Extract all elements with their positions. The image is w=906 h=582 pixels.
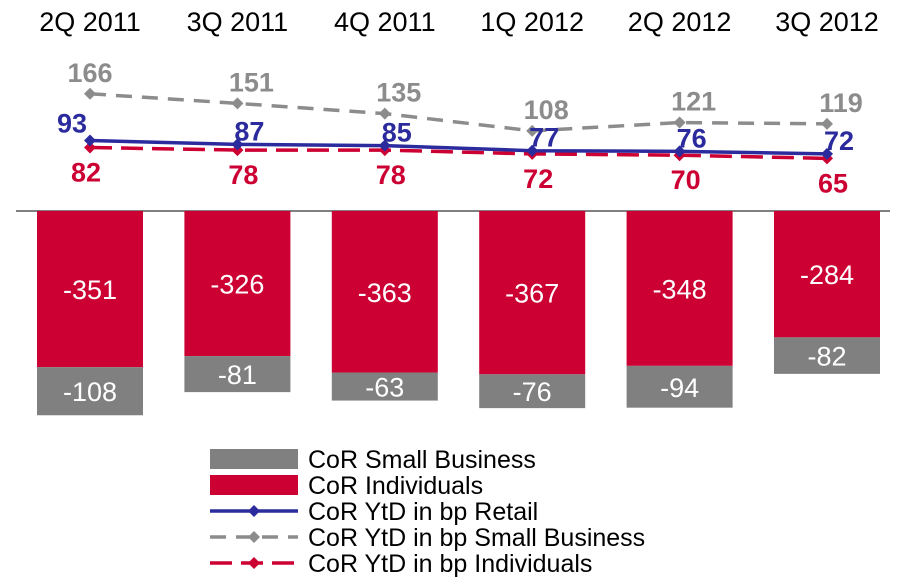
bar-individuals (626, 211, 733, 366)
line-label-individuals: 78 (228, 160, 258, 190)
point-small-business (821, 117, 833, 130)
legend-marker (248, 505, 260, 517)
category-label: 1Q 2012 (480, 7, 584, 37)
line-label-retail: 85 (382, 118, 412, 148)
point-retail (526, 144, 539, 157)
bar-individuals (331, 211, 438, 373)
point-small-business (84, 87, 96, 100)
point-small-business (526, 124, 539, 137)
bar-small-business (479, 374, 586, 409)
category-label: 2Q 2011 (39, 7, 141, 37)
line-label-retail: 76 (677, 123, 707, 153)
legend-marker (248, 531, 260, 543)
point-individuals (84, 141, 96, 154)
line-label-small-business: 121 (671, 87, 716, 117)
legend-swatch (210, 449, 298, 469)
bar-small-business-label: -94 (660, 373, 699, 403)
category-label: 2Q 2012 (628, 7, 732, 37)
bar-small-business-label: -76 (513, 377, 552, 407)
bar-individuals (479, 211, 586, 375)
bar-small-business-label: -108 (63, 377, 117, 407)
bar-small-business-label: -81 (218, 360, 257, 390)
bar-individuals-label: -367 (505, 279, 559, 309)
legend-label: CoR YtD in bp Individuals (308, 550, 592, 578)
bars: -351 -108 -326 -81 -363 -63 -367 -76 -348 -94 -284… (37, 211, 880, 416)
line-label-retail: 93 (57, 108, 87, 138)
point-retail (84, 134, 96, 147)
line-label-small-business: 135 (376, 78, 421, 108)
category-label: 3Q 2012 (775, 7, 879, 37)
point-retail (378, 139, 391, 152)
bar-individuals (37, 211, 143, 368)
line-label-individuals: 65 (818, 168, 848, 198)
bar-individuals-label: -326 (210, 270, 264, 300)
line-label-individuals: 72 (523, 164, 553, 194)
bar-small-business-label: -63 (365, 373, 404, 403)
legend-label: CoR Small Business (308, 446, 536, 474)
line-label-retail: 87 (234, 116, 264, 146)
bar-individuals-label: -348 (653, 274, 707, 304)
line-label-individuals: 70 (671, 165, 701, 195)
category-label: 3Q 2011 (187, 7, 289, 37)
line-label-individuals: 78 (376, 160, 406, 190)
legend-label: CoR Individuals (308, 472, 483, 500)
legend-label: CoR YtD in bp Retail (308, 498, 538, 526)
bar-individuals-label: -363 (358, 278, 412, 308)
line-label-small-business: 119 (819, 88, 863, 118)
line-label-retail: 72 (824, 126, 854, 156)
point-small-business (231, 97, 244, 110)
point-retail (231, 138, 244, 151)
category-labels: 2Q 2011 3Q 2011 4Q 2011 1Q 2012 2Q 2012 3Q 20… (39, 7, 879, 37)
category-label: 4Q 2011 (334, 7, 436, 37)
point-small-business (673, 116, 686, 129)
line-retail (89, 138, 828, 156)
line-small-business (89, 92, 828, 133)
point-retail (673, 145, 686, 158)
line-label-small-business: 151 (229, 67, 274, 97)
bar-small-business (774, 337, 880, 374)
line-label-small-business: 166 (67, 58, 112, 88)
bar-individuals (774, 211, 880, 338)
bar-small-business (331, 372, 438, 401)
bar-individuals-label: -351 (63, 275, 117, 305)
line-label-small-business: 108 (524, 95, 569, 125)
legend-marker (248, 557, 260, 569)
point-small-business (378, 107, 391, 120)
bar-small-business (184, 356, 291, 393)
line-label-retail: 77 (529, 123, 559, 153)
bar-individuals (184, 211, 291, 357)
line-label-individuals: 82 (71, 158, 101, 188)
bar-small-business (37, 367, 143, 416)
bar-individuals-label: -284 (800, 260, 854, 290)
lines: 166 151 135 108 121 119 82 78 78 72 70 65 93 87 85 77 76… (57, 58, 863, 199)
bar-small-business (626, 365, 733, 408)
legend-swatch (210, 475, 298, 495)
legend-label: CoR YtD in bp Small Business (308, 524, 645, 552)
point-retail (821, 147, 833, 160)
bar-small-business-label: -82 (807, 342, 846, 372)
